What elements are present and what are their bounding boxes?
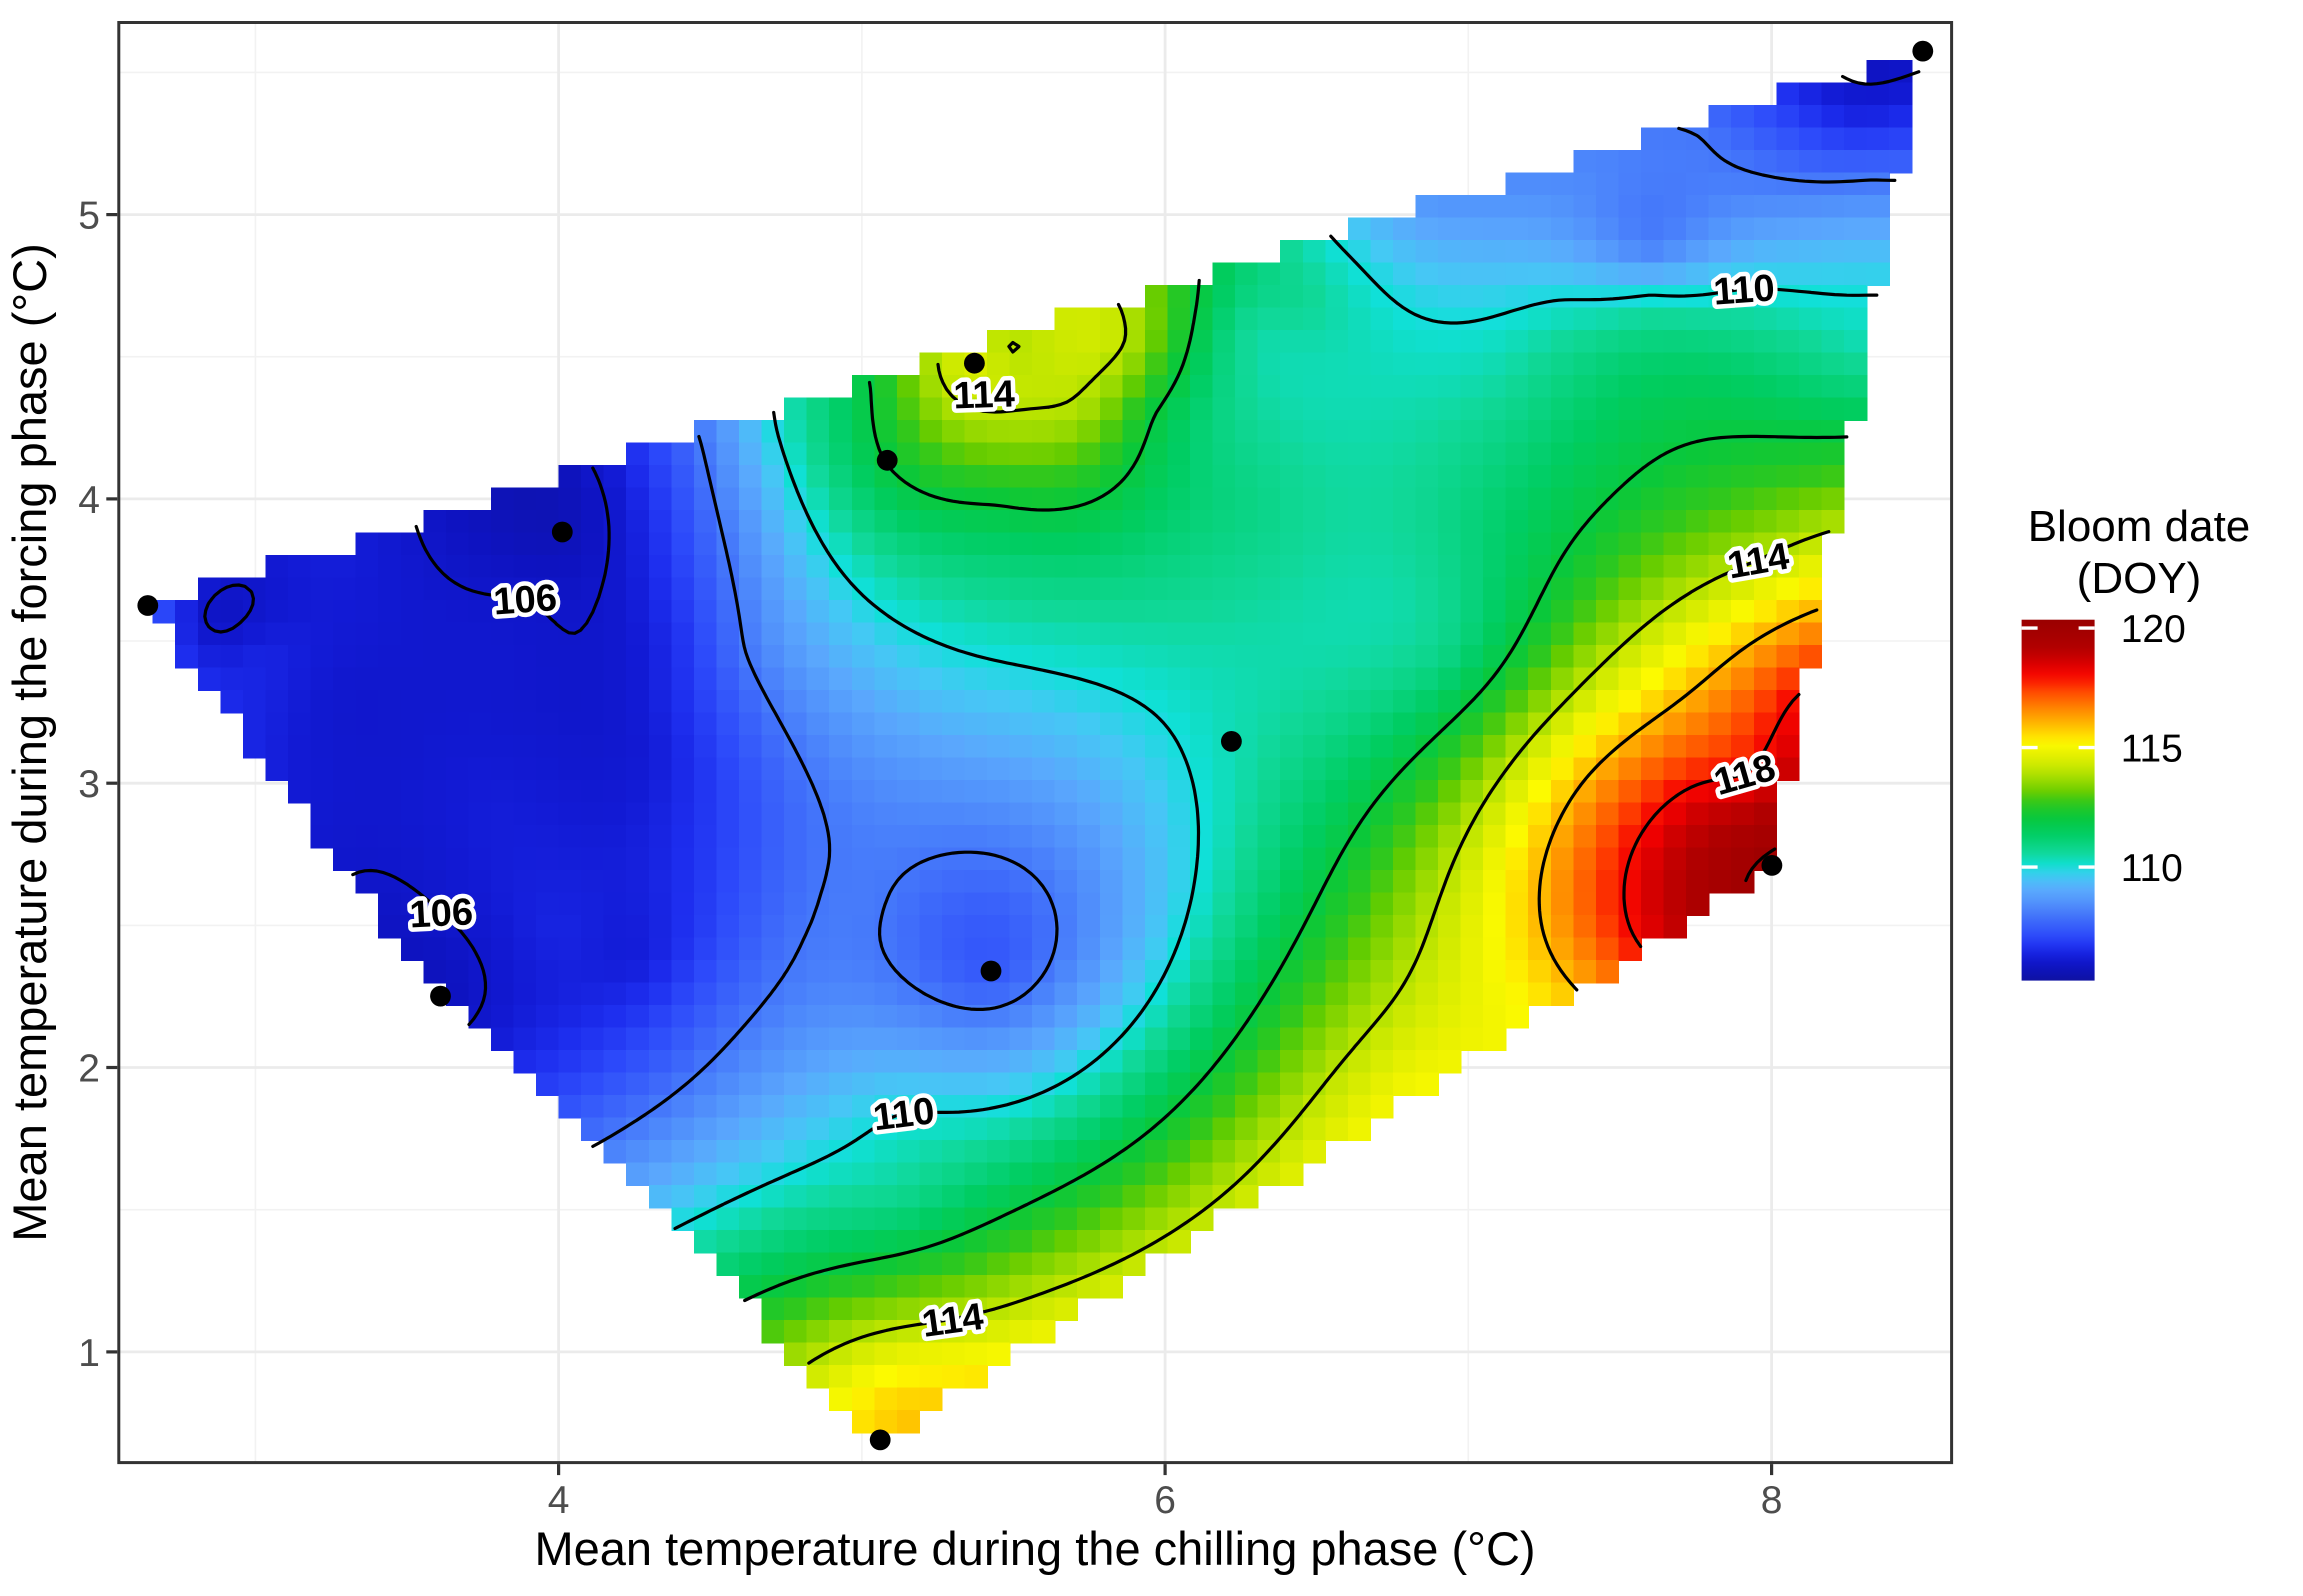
svg-text:110: 110 bbox=[871, 1090, 937, 1139]
svg-text:8: 8 bbox=[1761, 1479, 1783, 1522]
svg-text:Mean temperature during the ch: Mean temperature during the chilling pha… bbox=[534, 1522, 1535, 1575]
svg-text:120: 120 bbox=[2121, 608, 2186, 651]
svg-text:106: 106 bbox=[492, 577, 558, 623]
svg-text:106: 106 bbox=[409, 891, 475, 936]
svg-text:114: 114 bbox=[953, 373, 1016, 417]
svg-text:110: 110 bbox=[1712, 267, 1776, 313]
svg-text:110: 110 bbox=[2121, 847, 2183, 890]
svg-text:5: 5 bbox=[78, 195, 100, 238]
svg-text:2: 2 bbox=[78, 1048, 100, 1091]
svg-text:3: 3 bbox=[78, 763, 100, 806]
svg-text:Bloom date: Bloom date bbox=[2028, 502, 2251, 551]
svg-text:115: 115 bbox=[2121, 728, 2183, 771]
svg-text:114: 114 bbox=[919, 1296, 986, 1346]
svg-text:1: 1 bbox=[78, 1332, 100, 1375]
svg-text:6: 6 bbox=[1154, 1479, 1176, 1522]
svg-text:4: 4 bbox=[78, 479, 100, 522]
svg-text:4: 4 bbox=[548, 1479, 570, 1522]
svg-text:Mean temperature during the fo: Mean temperature during the forcing phas… bbox=[3, 243, 56, 1241]
svg-text:(DOY): (DOY) bbox=[2077, 554, 2202, 603]
